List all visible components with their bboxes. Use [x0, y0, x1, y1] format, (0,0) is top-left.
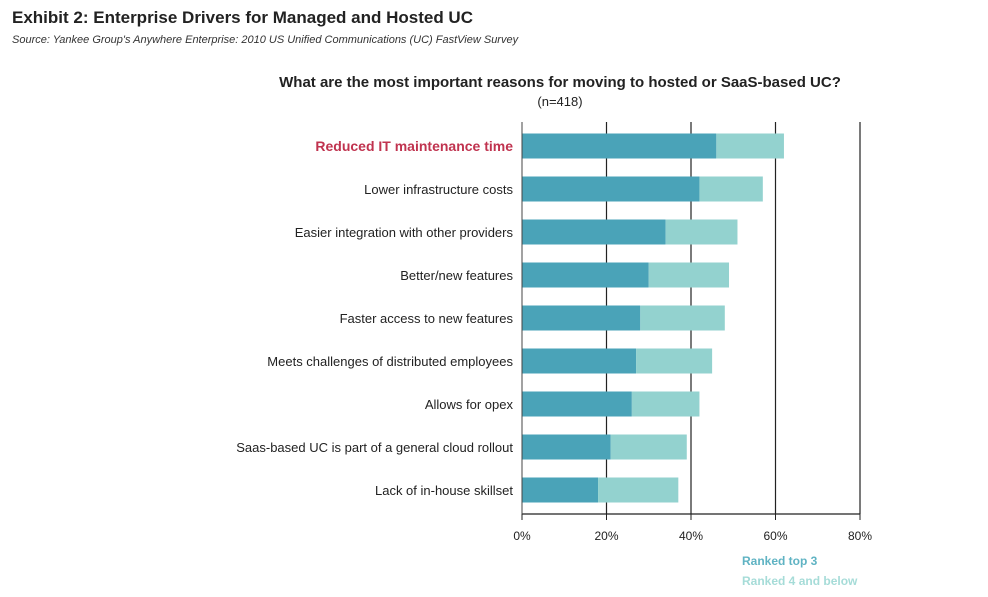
bar-ranked-top-3: [522, 305, 641, 331]
category-label: Easier integration with other providers: [295, 225, 514, 240]
category-label: Reduced IT maintenance time: [315, 138, 513, 154]
bar-ranked-4-and-below: [648, 262, 730, 288]
chart-subtitle: (n=418): [537, 94, 583, 109]
bar-ranked-top-3: [522, 219, 666, 245]
category-label: Lower infrastructure costs: [364, 182, 513, 197]
bar-ranked-4-and-below: [716, 133, 784, 159]
x-tick-label: 20%: [594, 529, 618, 543]
bar-ranked-top-3: [522, 262, 649, 288]
legend-item-ranked-top-3: Ranked top 3: [742, 554, 818, 568]
x-tick-label: 40%: [679, 529, 703, 543]
bar-ranked-top-3: [522, 176, 700, 202]
exhibit-title: Exhibit 2: Enterprise Drivers for Manage…: [12, 8, 473, 27]
category-label: Meets challenges of distributed employee…: [267, 354, 513, 369]
bar-ranked-top-3: [522, 348, 637, 374]
bar-ranked-top-3: [522, 477, 599, 503]
x-tick-label: 80%: [848, 529, 872, 543]
bar-ranked-top-3: [522, 434, 611, 460]
bar-ranked-4-and-below: [640, 305, 725, 331]
legend-item-ranked-4-and-below: Ranked 4 and below: [742, 574, 858, 588]
bar-ranked-top-3: [522, 391, 632, 417]
category-label: Saas-based UC is part of a general cloud…: [236, 440, 513, 455]
bar-ranked-4-and-below: [699, 176, 763, 202]
bar-ranked-top-3: [522, 133, 717, 159]
chart-title: What are the most important reasons for …: [279, 74, 841, 91]
bar-ranked-4-and-below: [636, 348, 713, 374]
category-label: Better/new features: [400, 268, 513, 283]
bar-ranked-4-and-below: [598, 477, 679, 503]
category-label: Lack of in-house skillset: [375, 483, 513, 498]
x-tick-label: 60%: [763, 529, 787, 543]
source-note: Source: Yankee Group's Anywhere Enterpri…: [12, 34, 519, 46]
category-label: Allows for opex: [425, 397, 514, 412]
bar-ranked-4-and-below: [610, 434, 687, 460]
bar-ranked-4-and-below: [631, 391, 700, 417]
category-label: Faster access to new features: [340, 311, 514, 326]
x-tick-label: 0%: [513, 529, 531, 543]
bar-ranked-4-and-below: [665, 219, 738, 245]
